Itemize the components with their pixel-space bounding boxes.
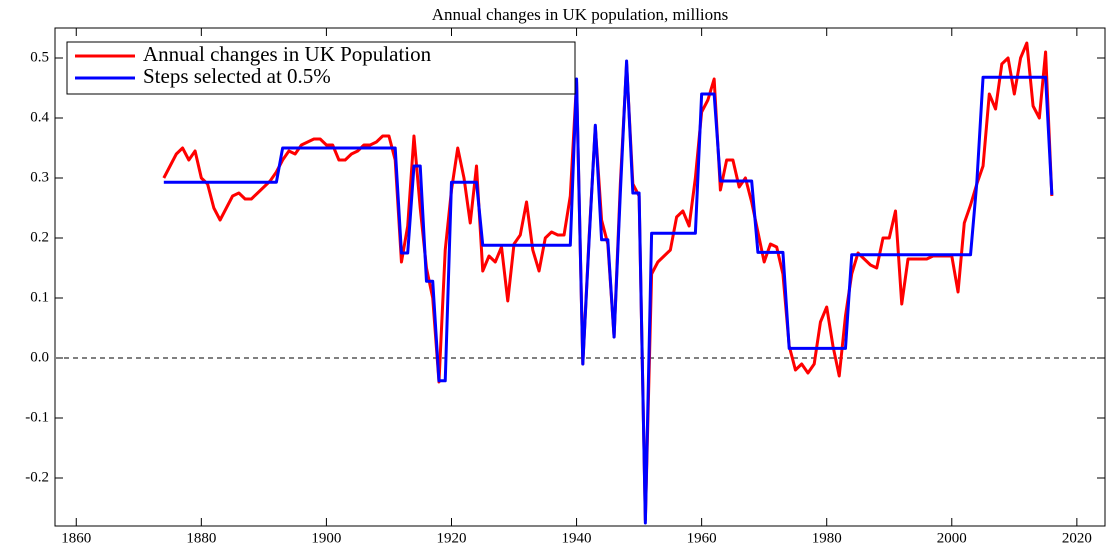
x-tick-label: 1940 (562, 530, 592, 546)
x-tick-label: 1980 (812, 530, 842, 546)
x-tick-label: 1880 (186, 530, 216, 546)
chart-title: Annual changes in UK population, million… (432, 5, 729, 24)
legend-box (66, 41, 576, 95)
x-tick-label: 2000 (937, 530, 967, 546)
series-line (163, 59, 1054, 525)
x-tick-label: 1920 (436, 530, 466, 546)
x-tick-label: 1860 (61, 530, 91, 546)
y-tick-label: 0.1 (30, 289, 49, 305)
y-tick-label: -0.1 (25, 409, 49, 425)
legend-label: Steps selected at 0.5% (143, 64, 331, 88)
plot-frame (54, 27, 1106, 527)
y-tick-label: 0.4 (30, 109, 49, 125)
y-tick-label: 0.5 (30, 49, 49, 65)
x-tick-label: 2020 (1062, 530, 1092, 546)
x-tick-label: 1900 (311, 530, 341, 546)
x-tick-label: 1960 (687, 530, 717, 546)
y-tick-label: 0.2 (30, 229, 49, 245)
y-tick-label: 0.0 (30, 349, 49, 365)
y-tick-label: 0.3 (30, 169, 49, 185)
series-line (162, 41, 1054, 522)
legend-label: Annual changes in UK Population (143, 42, 432, 66)
y-tick-label: -0.2 (25, 469, 49, 485)
